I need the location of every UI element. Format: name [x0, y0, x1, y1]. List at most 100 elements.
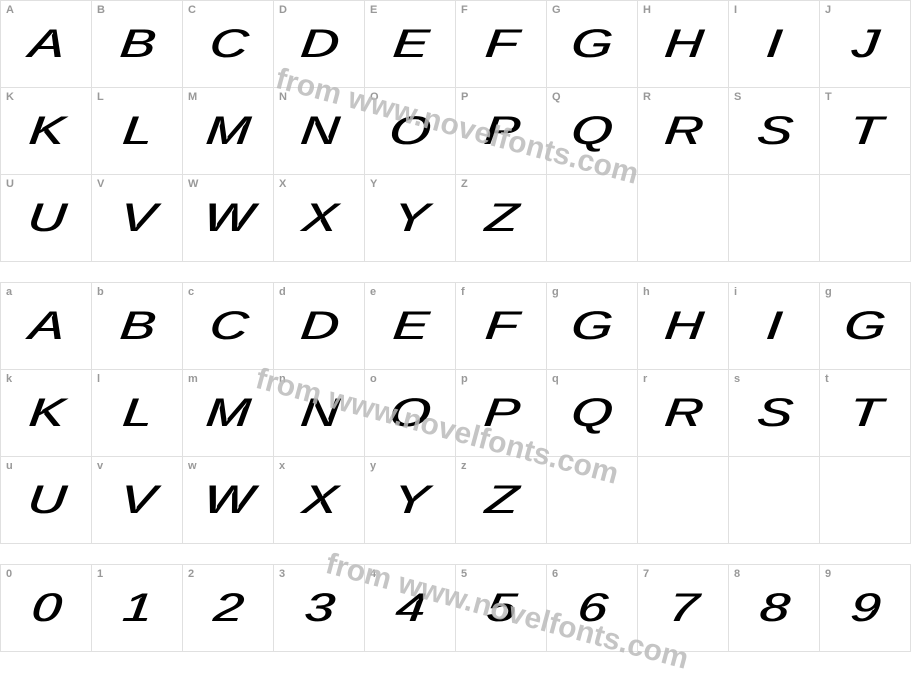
glyph: R [663, 109, 703, 154]
glyph: J [851, 22, 880, 67]
glyph-cell: QQ [547, 88, 638, 175]
cell-label: o [370, 373, 377, 385]
glyph-cell: HH [638, 1, 729, 88]
cell-label: c [188, 286, 194, 298]
cell-label: n [279, 373, 286, 385]
glyph-cell: UU [1, 175, 92, 262]
glyph-cell: oO [365, 370, 456, 457]
cell-label: S [734, 91, 741, 103]
glyph: L [121, 391, 152, 436]
glyph: R [663, 391, 703, 436]
glyph: 7 [667, 586, 698, 631]
cell-label: g [552, 286, 559, 298]
glyph: G [571, 304, 614, 349]
glyph-cell: vV [92, 457, 183, 544]
glyph-cell: OO [365, 88, 456, 175]
glyph-cell: FF [456, 1, 547, 88]
glyph-cell: tT [820, 370, 911, 457]
glyph-cell: gG [547, 283, 638, 370]
cell-label: d [279, 286, 286, 298]
glyph-cell: PP [456, 88, 547, 175]
glyph: L [121, 109, 152, 154]
glyph: K [27, 391, 64, 436]
glyph: F [484, 304, 518, 349]
glyph-cell: TT [820, 88, 911, 175]
glyph-cell: dD [274, 283, 365, 370]
glyph: K [27, 109, 64, 154]
glyph-cell: gG [820, 283, 911, 370]
glyph-cell: pP [456, 370, 547, 457]
glyph-cell: JJ [820, 1, 911, 88]
cell-label: M [188, 91, 197, 103]
glyph: I [766, 22, 783, 67]
glyph-cell: mM [183, 370, 274, 457]
cell-label: x [279, 460, 285, 472]
cell-label: T [825, 91, 832, 103]
glyph-cell: iI [729, 283, 820, 370]
glyph-cell: NN [274, 88, 365, 175]
glyph: 5 [485, 586, 516, 631]
glyph: O [389, 391, 432, 436]
glyph-cell [820, 457, 911, 544]
glyph-cell: 11 [92, 565, 183, 652]
glyph: C [208, 22, 248, 67]
cell-label: t [825, 373, 829, 385]
glyph-cell: xX [274, 457, 365, 544]
glyph-cell [547, 457, 638, 544]
glyph: N [299, 391, 339, 436]
cell-label: i [734, 286, 737, 298]
cell-label: e [370, 286, 376, 298]
glyph: I [766, 304, 783, 349]
glyph: F [484, 22, 518, 67]
cell-label: Z [461, 178, 468, 190]
cell-label: b [97, 286, 104, 298]
cell-label: J [825, 4, 831, 16]
glyph-cell: ZZ [456, 175, 547, 262]
glyph-cell: 55 [456, 565, 547, 652]
cell-label: G [552, 4, 561, 16]
glyph-cell: VV [92, 175, 183, 262]
glyph: Q [571, 109, 614, 154]
cell-label: B [97, 4, 105, 16]
glyph-cell: aA [1, 283, 92, 370]
glyph: Z [484, 478, 518, 523]
cell-label: r [643, 373, 647, 385]
glyph: S [755, 391, 792, 436]
glyph-cell: MM [183, 88, 274, 175]
glyph-cell [820, 175, 911, 262]
cell-label: 4 [370, 568, 376, 580]
cell-label: U [6, 178, 14, 190]
glyph-cell: yY [365, 457, 456, 544]
glyph-cell: EE [365, 1, 456, 88]
glyph: Z [484, 196, 518, 241]
cell-label: 8 [734, 568, 740, 580]
cell-label: F [461, 4, 468, 16]
cell-label: W [188, 178, 198, 190]
glyph: 9 [849, 586, 880, 631]
glyph-cell: 77 [638, 565, 729, 652]
glyph-cell: 22 [183, 565, 274, 652]
cell-label: 1 [97, 568, 103, 580]
glyph-cell: AA [1, 1, 92, 88]
lowercase-grid: aAbBcCdDeEfFgGhHiIgGkKlLmMnNoOpPqQrRsStT… [0, 282, 911, 544]
glyph: W [202, 478, 254, 523]
cell-label: p [461, 373, 468, 385]
glyph-cell: BB [92, 1, 183, 88]
glyph: Q [571, 391, 614, 436]
glyph-cell: DD [274, 1, 365, 88]
cell-label: K [6, 91, 14, 103]
glyph-cell: cC [183, 283, 274, 370]
glyph: M [205, 109, 251, 154]
glyph-cell: RR [638, 88, 729, 175]
cell-label: h [643, 286, 650, 298]
cell-label: L [97, 91, 104, 103]
uppercase-grid: AABBCCDDEEFFGGHHIIJJKKLLMMNNOOPPQQRRSSTT… [0, 0, 911, 262]
glyph: O [389, 109, 432, 154]
glyph-cell: eE [365, 283, 456, 370]
cell-label: 2 [188, 568, 194, 580]
cell-label: A [6, 4, 14, 16]
glyph-cell: GG [547, 1, 638, 88]
numbers-grid: 00112233445566778899 [0, 564, 911, 652]
glyph: 1 [121, 586, 152, 631]
glyph: X [300, 196, 337, 241]
